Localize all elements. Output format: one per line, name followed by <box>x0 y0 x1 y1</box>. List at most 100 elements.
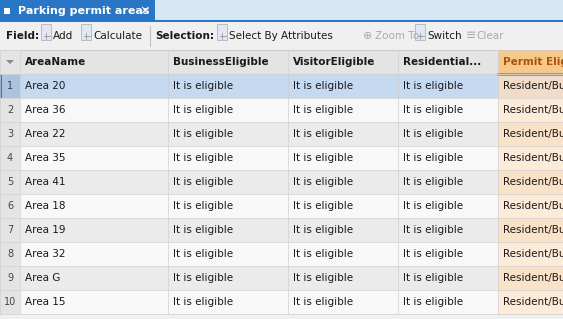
Text: 9: 9 <box>7 273 13 283</box>
Text: Add: Add <box>53 31 73 41</box>
FancyBboxPatch shape <box>0 74 20 98</box>
Text: Field:: Field: <box>6 31 39 41</box>
FancyBboxPatch shape <box>0 242 20 266</box>
FancyBboxPatch shape <box>0 194 20 218</box>
Text: It is eligible: It is eligible <box>293 249 353 259</box>
FancyBboxPatch shape <box>7 11 10 14</box>
Text: It is eligible: It is eligible <box>403 81 463 91</box>
Text: Area G: Area G <box>25 273 60 283</box>
Text: It is eligible: It is eligible <box>293 177 353 187</box>
Text: 3: 3 <box>7 129 13 139</box>
Text: Area 20: Area 20 <box>25 81 65 91</box>
FancyBboxPatch shape <box>217 24 227 40</box>
FancyBboxPatch shape <box>498 122 563 146</box>
FancyBboxPatch shape <box>498 146 563 170</box>
Text: 5: 5 <box>7 177 13 187</box>
FancyBboxPatch shape <box>498 194 563 218</box>
FancyBboxPatch shape <box>0 50 20 74</box>
FancyBboxPatch shape <box>498 50 563 74</box>
Text: Area 36: Area 36 <box>25 105 65 115</box>
FancyBboxPatch shape <box>0 74 563 98</box>
FancyBboxPatch shape <box>0 98 20 122</box>
Text: 7: 7 <box>7 225 13 235</box>
Text: Calculate: Calculate <box>93 31 142 41</box>
Text: It is eligible: It is eligible <box>403 201 463 211</box>
FancyBboxPatch shape <box>41 24 51 40</box>
Text: It is eligible: It is eligible <box>293 81 353 91</box>
FancyBboxPatch shape <box>0 218 563 242</box>
FancyBboxPatch shape <box>0 146 563 170</box>
Text: Resident/Business/Visitor: Resident/Business/Visitor <box>503 81 563 91</box>
Text: Resident/Business/Visitor: Resident/Business/Visitor <box>503 249 563 259</box>
Text: Resident/Business/Visitor: Resident/Business/Visitor <box>503 201 563 211</box>
Text: VisitorEligible: VisitorEligible <box>293 57 376 67</box>
Text: It is eligible: It is eligible <box>173 177 233 187</box>
FancyBboxPatch shape <box>498 74 563 98</box>
FancyBboxPatch shape <box>0 218 20 242</box>
Text: It is eligible: It is eligible <box>293 225 353 235</box>
Text: ×: × <box>140 4 150 18</box>
FancyBboxPatch shape <box>0 98 563 122</box>
Text: It is eligible: It is eligible <box>293 129 353 139</box>
FancyBboxPatch shape <box>498 170 563 194</box>
Text: Area 15: Area 15 <box>25 297 65 307</box>
Text: It is eligible: It is eligible <box>293 105 353 115</box>
Text: It is eligible: It is eligible <box>403 225 463 235</box>
Text: Area 18: Area 18 <box>25 201 65 211</box>
Text: It is eligible: It is eligible <box>403 249 463 259</box>
FancyBboxPatch shape <box>4 11 7 14</box>
Text: It is eligible: It is eligible <box>173 201 233 211</box>
FancyBboxPatch shape <box>0 74 2 98</box>
Text: Area 35: Area 35 <box>25 153 65 163</box>
Text: It is eligible: It is eligible <box>293 153 353 163</box>
Text: 1: 1 <box>7 81 13 91</box>
FancyBboxPatch shape <box>4 8 7 11</box>
Text: ⊕: ⊕ <box>363 31 372 41</box>
Text: It is eligible: It is eligible <box>403 129 463 139</box>
Text: Zoom To: Zoom To <box>375 31 419 41</box>
FancyBboxPatch shape <box>0 20 563 22</box>
FancyBboxPatch shape <box>0 290 563 314</box>
Text: Resident/Business/Visitor: Resident/Business/Visitor <box>503 153 563 163</box>
Text: Parking permit areas: Parking permit areas <box>18 6 150 16</box>
FancyBboxPatch shape <box>81 24 91 40</box>
Text: 6: 6 <box>7 201 13 211</box>
Text: It is eligible: It is eligible <box>173 129 233 139</box>
FancyBboxPatch shape <box>0 266 563 290</box>
Text: It is eligible: It is eligible <box>173 153 233 163</box>
Text: Resident/Business/Visitor: Resident/Business/Visitor <box>503 129 563 139</box>
Text: Area 22: Area 22 <box>25 129 65 139</box>
FancyBboxPatch shape <box>0 22 563 50</box>
FancyBboxPatch shape <box>498 242 563 266</box>
FancyBboxPatch shape <box>0 266 20 290</box>
Text: It is eligible: It is eligible <box>173 225 233 235</box>
Text: It is eligible: It is eligible <box>403 297 463 307</box>
FancyBboxPatch shape <box>498 98 563 122</box>
FancyBboxPatch shape <box>0 194 563 218</box>
Text: ≡: ≡ <box>466 29 476 42</box>
Text: It is eligible: It is eligible <box>173 297 233 307</box>
Text: AreaName: AreaName <box>25 57 86 67</box>
Text: Area 32: Area 32 <box>25 249 65 259</box>
Text: Clear: Clear <box>476 31 503 41</box>
FancyBboxPatch shape <box>0 0 155 20</box>
Text: It is eligible: It is eligible <box>293 297 353 307</box>
FancyBboxPatch shape <box>0 170 563 194</box>
Text: Resident/Business/Visitor: Resident/Business/Visitor <box>503 273 563 283</box>
Text: It is eligible: It is eligible <box>403 177 463 187</box>
Text: Residential...: Residential... <box>403 57 481 67</box>
Text: 10: 10 <box>4 297 16 307</box>
Text: Select By Attributes: Select By Attributes <box>229 31 333 41</box>
FancyBboxPatch shape <box>498 290 563 314</box>
Text: It is eligible: It is eligible <box>293 273 353 283</box>
Text: Area 41: Area 41 <box>25 177 65 187</box>
Text: It is eligible: It is eligible <box>403 153 463 163</box>
Text: 8: 8 <box>7 249 13 259</box>
Text: Permit Eligible: Permit Eligible <box>503 57 563 67</box>
Text: It is eligible: It is eligible <box>403 273 463 283</box>
Text: Resident/Business/Visitor: Resident/Business/Visitor <box>503 297 563 307</box>
Text: It is eligible: It is eligible <box>173 105 233 115</box>
Text: 4: 4 <box>7 153 13 163</box>
FancyBboxPatch shape <box>7 8 10 11</box>
Text: It is eligible: It is eligible <box>173 273 233 283</box>
